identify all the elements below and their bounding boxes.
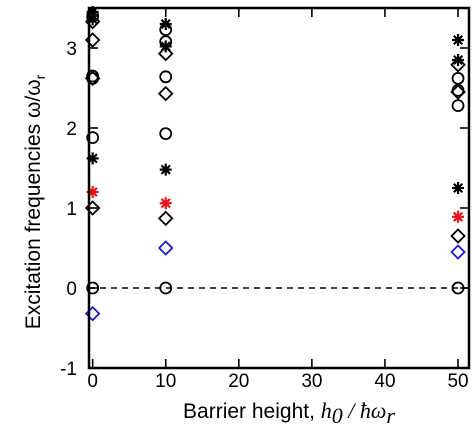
diamond-marker [157,240,174,256]
x-tick-label: 40 [374,371,395,392]
plot-frame [87,6,471,370]
y-axis-title-sub: r [32,74,48,79]
y-tick-label: 3 [66,39,77,60]
asterisk-marker [452,54,465,66]
data-points-group [84,6,466,322]
diamond-marker [157,45,174,62]
asterisk-marker [159,40,172,53]
x-axis-title: Barrier height, h0 / ħωr [183,398,395,428]
asterisk-marker [159,197,172,210]
x-tick-label: 10 [155,371,176,392]
circle-marker [159,127,173,141]
diamond-marker [450,228,466,244]
x-tick-label: 50 [447,371,468,392]
y-axis-title-text: Excitation frequencies ω/ω [22,79,45,329]
diamond-marker [450,84,466,100]
asterisk-marker [452,34,465,46]
diamond-marker [450,244,466,260]
y-tick-label: 0 [66,279,77,300]
tick-labels-group: 0 10 20 30 40 50 -1 0 1 2 3 [60,39,469,392]
circle-marker [159,281,173,295]
x-axis-title-hbar: ħ [360,398,371,423]
y-axis-title: Excitation frequencies ω/ωr [22,74,48,329]
diamond-marker [450,57,466,73]
circle-marker [86,69,100,83]
x-tick-label: 20 [228,371,249,392]
diamond-marker [157,210,174,227]
x-axis-title-h: h [321,398,332,423]
x-axis-title-omega: ω [371,398,387,423]
x-tick-label: 0 [87,371,98,392]
asterisk-marker [159,163,172,176]
diamond-marker [157,85,174,102]
circle-marker [86,281,100,295]
x-axis-title-omega-sub: r [386,403,395,428]
x-axis-title-slash: / [343,398,360,423]
circle-marker [451,281,465,295]
circle-marker [86,131,100,145]
y-tick-label: 2 [66,119,77,140]
asterisk-marker [86,186,99,198]
circle-marker [451,99,465,112]
y-tick-label: -1 [60,359,77,380]
ticks-group [89,8,469,369]
circle-marker [159,70,173,84]
asterisk-marker [159,18,172,30]
asterisk-marker [452,210,465,223]
asterisk-marker [86,6,99,18]
y-tick-label: 1 [66,199,77,220]
asterisk-marker [452,182,465,194]
x-axis-title-h-sub: 0 [332,403,343,428]
asterisk-marker [86,13,99,26]
circle-marker [451,72,465,85]
x-axis-title-prefix: Barrier height, [183,400,321,423]
asterisk-marker [86,152,99,165]
x-tick-label: 30 [301,371,322,392]
